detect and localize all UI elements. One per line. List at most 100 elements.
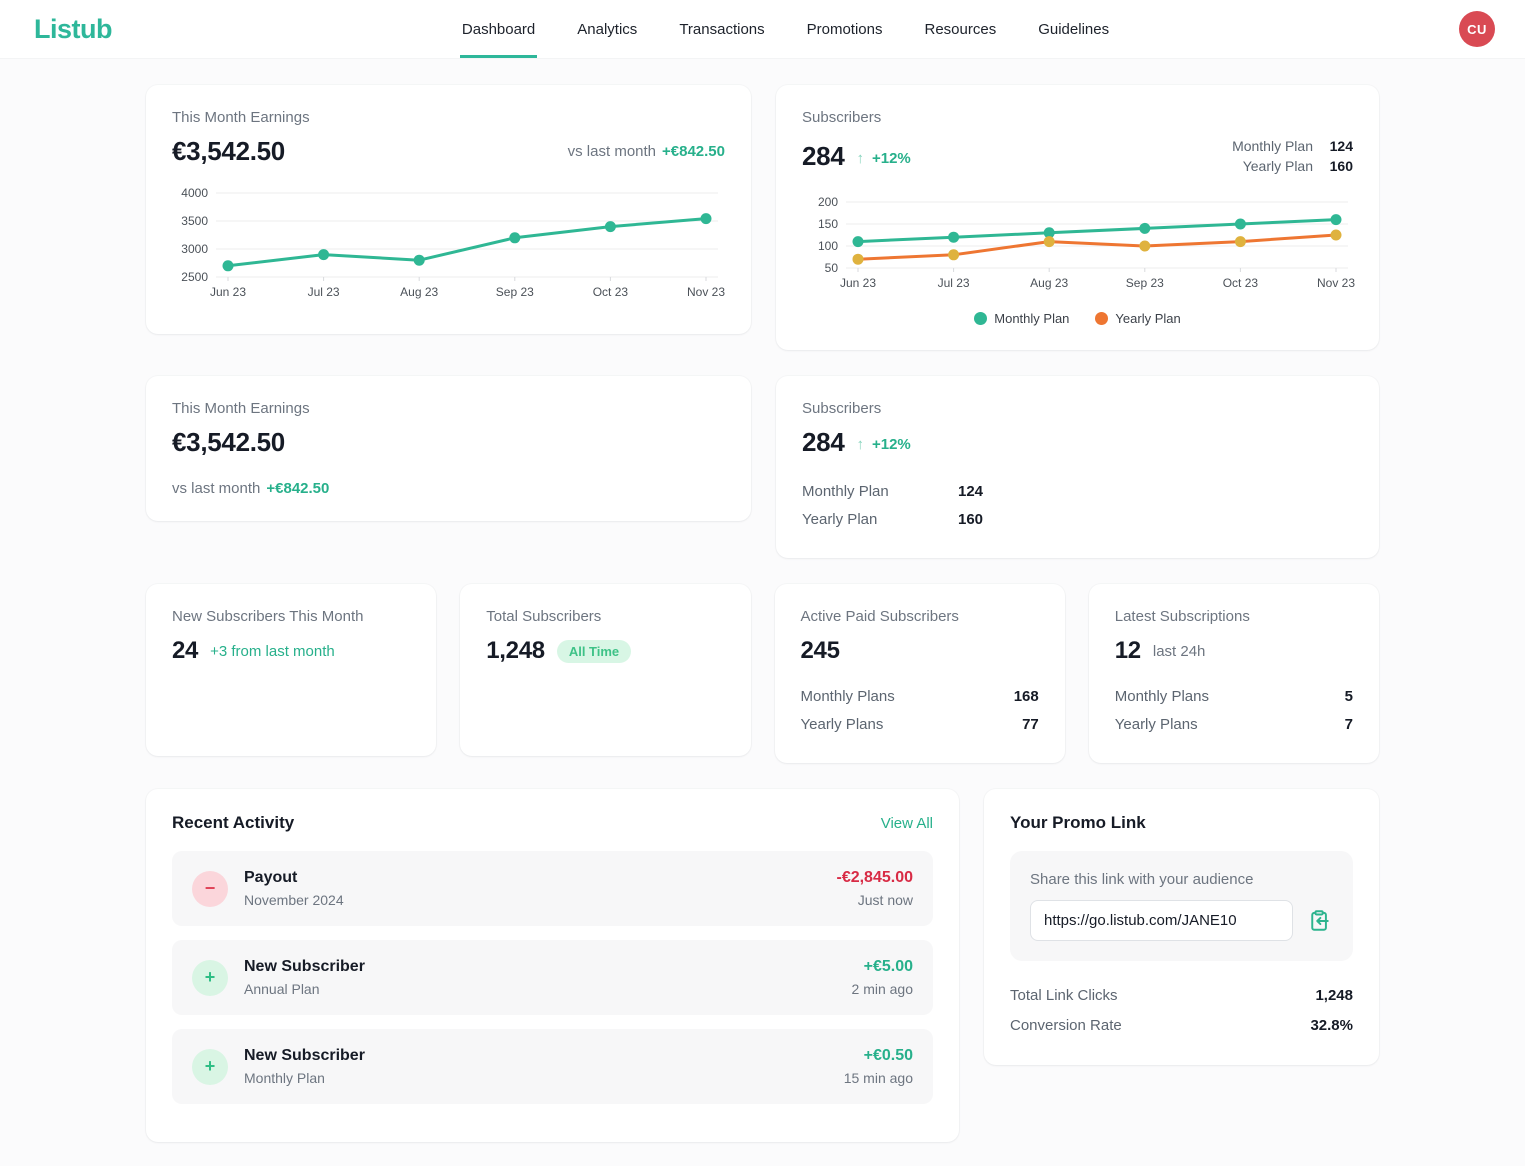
subscribers-value: 284 <box>802 140 845 171</box>
nav-tab-guidelines[interactable]: Guidelines <box>1038 20 1110 38</box>
new-subscribers-card: New Subscribers This Month 24 +3 from la… <box>146 584 437 756</box>
promo-link-input[interactable] <box>1030 900 1293 941</box>
activity-title: New Subscriber <box>244 1047 365 1064</box>
activity-row-new-subscriber: + New Subscriber Monthly Plan +€0.50 15 … <box>172 1029 933 1104</box>
monthly-plan-value: 124 <box>958 483 984 500</box>
promo-share-panel: Share this link with your audience <box>1010 851 1353 961</box>
top-navigation-bar: Listub Dashboard Analytics Transactions … <box>0 0 1525 59</box>
earnings-value: €3,542.50 <box>172 427 285 457</box>
earnings-card-title: This Month Earnings <box>172 400 310 417</box>
yearly-plan-label: Yearly Plan <box>802 511 878 528</box>
stat-value: 12 <box>1114 637 1141 664</box>
total-link-clicks-label: Total Link Clicks <box>1010 987 1118 1004</box>
main-nav: Dashboard Analytics Transactions Promoti… <box>459 0 1110 58</box>
earnings-value: €3,542.50 <box>172 136 285 166</box>
legend-dot-icon <box>1095 312 1109 325</box>
yearly-plans-label: Yearly Plans <box>800 716 884 733</box>
earnings-vs-last-month: vs last month +€842.50 <box>568 143 725 160</box>
recent-activity-title: Recent Activity <box>172 813 295 832</box>
copy-link-button[interactable] <box>1303 906 1333 936</box>
svg-text:200: 200 <box>818 195 838 209</box>
svg-text:Sep 23: Sep 23 <box>496 285 534 299</box>
yearly-plan-label: Yearly Plan <box>1242 158 1313 174</box>
arrow-up-icon: ↑ <box>856 436 864 453</box>
vs-delta: +€842.50 <box>662 143 725 160</box>
monthly-plans-value: 5 <box>1344 688 1353 705</box>
chart-legend: Monthly Plan Yearly Plan <box>802 311 1353 326</box>
monthly-plan-value: 124 <box>1329 138 1353 154</box>
svg-text:Jul 23: Jul 23 <box>938 276 970 290</box>
svg-text:Oct 23: Oct 23 <box>593 285 629 299</box>
subscribers-card-title: Subscribers <box>802 109 882 126</box>
activity-amount: -€2,845.00 <box>836 869 913 886</box>
earnings-vs-last-month: vs last month +€842.50 <box>172 480 725 497</box>
activity-subtitle: Monthly Plan <box>244 1070 325 1086</box>
recent-activity-card: Recent Activity View All − Payout Novemb… <box>146 789 959 1142</box>
view-all-link[interactable]: View All <box>880 814 933 832</box>
activity-title: Payout <box>244 869 298 886</box>
svg-text:Oct 23: Oct 23 <box>1223 276 1259 290</box>
conversion-rate-label: Conversion Rate <box>1010 1017 1122 1034</box>
nav-tab-promotions[interactable]: Promotions <box>806 20 883 38</box>
nav-tab-analytics[interactable]: Analytics <box>577 20 638 38</box>
stat-value: 24 <box>172 637 199 664</box>
nav-tab-dashboard[interactable]: Dashboard <box>459 0 538 58</box>
active-paid-subscribers-card: Active Paid Subscribers 245 Monthly Plan… <box>774 584 1065 763</box>
vs-label: vs last month <box>172 480 261 497</box>
subscribers-value: 284 <box>802 427 845 457</box>
activity-amount: +€5.00 <box>863 958 913 975</box>
svg-text:Nov 23: Nov 23 <box>687 285 725 299</box>
activity-time: Just now <box>857 892 913 908</box>
dashboard-content: This Month Earnings €3,542.50 vs last mo… <box>146 85 1379 1166</box>
stat-title: Active Paid Subscribers <box>800 608 959 625</box>
monthly-plan-label: Monthly Plan <box>1232 138 1313 154</box>
activity-time: 15 min ago <box>843 1070 913 1086</box>
subscribers-line-chart: 50 100 150 200 Jun 23 Jul 23 Aug 23 Sep 23 Oct 2… <box>818 195 1355 290</box>
conversion-rate-value: 32.8% <box>1310 1017 1353 1034</box>
yearly-plans-value: 77 <box>1022 716 1039 733</box>
latest-subscriptions-card: Latest Subscriptions 12 last 24h Monthly… <box>1088 584 1379 763</box>
subscribers-card-title: Subscribers <box>802 400 882 417</box>
total-link-clicks-value: 1,248 <box>1315 987 1353 1004</box>
svg-text:150: 150 <box>818 217 838 231</box>
vs-label: vs last month <box>567 143 657 160</box>
arrow-up-icon: ↑ <box>856 149 864 167</box>
plus-icon: + <box>192 959 228 996</box>
yearly-plan-value: 160 <box>958 511 984 528</box>
clipboard-copy-icon <box>1311 909 1329 931</box>
monthly-plans-label: Monthly Plans <box>1114 688 1209 705</box>
user-avatar[interactable]: CU <box>1458 11 1495 47</box>
nav-tab-resources[interactable]: Resources <box>924 20 997 38</box>
earnings-chart-card: This Month Earnings €3,542.50 vs last mo… <box>146 85 751 334</box>
plan-breakdown: Monthly Plans 168 Yearly Plans 77 <box>801 683 1039 739</box>
svg-text:4000: 4000 <box>181 186 208 200</box>
activity-subtitle: Annual Plan <box>244 981 320 997</box>
nav-tab-transactions[interactable]: Transactions <box>679 20 765 38</box>
stat-change: +3 from last month <box>210 642 335 660</box>
legend-dot-icon <box>974 312 988 325</box>
svg-text:Jul 23: Jul 23 <box>308 285 340 299</box>
yearly-plans-label: Yearly Plans <box>1114 716 1198 733</box>
activity-title: New Subscriber <box>244 958 365 975</box>
activity-subtitle: November 2024 <box>244 892 344 908</box>
vs-delta: +€842.50 <box>266 480 330 497</box>
all-time-badge: All Time <box>556 639 632 663</box>
svg-text:3000: 3000 <box>181 242 208 256</box>
promo-title: Your Promo Link <box>1010 813 1146 832</box>
legend-item: Yearly Plan <box>1095 311 1181 326</box>
stat-value: 1,248 <box>486 637 545 664</box>
app-logo: Listub <box>34 13 113 44</box>
svg-text:Jun 23: Jun 23 <box>840 276 876 290</box>
svg-text:3500: 3500 <box>181 214 208 228</box>
earnings-card-title: This Month Earnings <box>172 109 310 126</box>
total-subscribers-card: Total Subscribers 1,248 All Time <box>460 584 751 756</box>
promo-stats: Total Link Clicks 1,248 Conversion Rate … <box>1010 981 1353 1041</box>
promo-link-card: Your Promo Link Share this link with you… <box>984 789 1379 1065</box>
plus-icon: + <box>192 1048 228 1085</box>
monthly-plans-label: Monthly Plans <box>800 688 895 705</box>
svg-text:Aug 23: Aug 23 <box>1030 276 1068 290</box>
plan-breakdown: Monthly Plans 5 Yearly Plans 7 <box>1115 683 1353 739</box>
activity-amount: +€0.50 <box>863 1047 913 1064</box>
activity-row-new-subscriber: + New Subscriber Annual Plan +€5.00 2 mi… <box>172 940 933 1015</box>
svg-text:2500: 2500 <box>181 270 208 284</box>
